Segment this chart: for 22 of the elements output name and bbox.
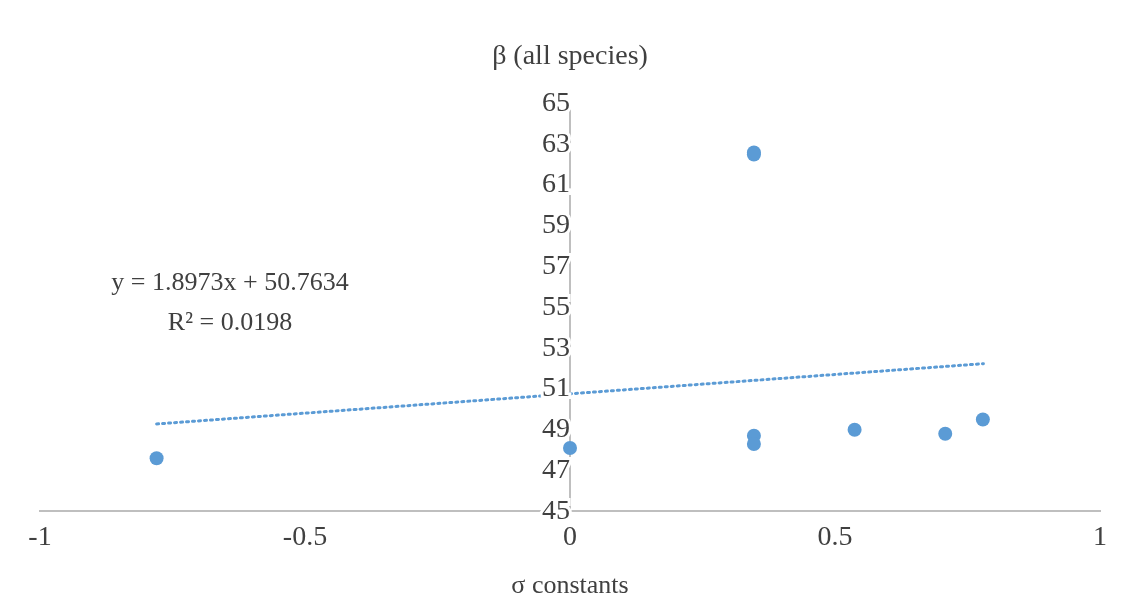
point xyxy=(847,422,862,437)
point xyxy=(975,412,990,427)
y-tick-label: 47 xyxy=(542,452,570,484)
annotation: y = 1.8973x + 50.7634 xyxy=(111,267,349,297)
y-tick-label: 61 xyxy=(542,167,570,199)
point xyxy=(149,451,164,466)
point xyxy=(563,441,577,456)
y-tick-label: 53 xyxy=(542,330,570,362)
point xyxy=(938,426,953,441)
y-tick-label: 57 xyxy=(542,249,570,280)
x-tick-label: 1 xyxy=(1093,520,1107,552)
y-tick-label: 55 xyxy=(542,289,570,321)
y-tick-label: 63 xyxy=(542,126,570,158)
x-tick-label: 0.5 xyxy=(817,520,853,552)
x-tick-label: -0.5 xyxy=(282,520,328,552)
y-tick-label: 65 xyxy=(542,85,570,117)
y-tick-label: 49 xyxy=(542,412,570,444)
chart-title: β (all species) xyxy=(492,39,648,71)
x-axis-title: σ constants xyxy=(511,570,629,600)
x-tick-label: -1 xyxy=(28,520,52,552)
annotation: R² = 0.0198 xyxy=(167,307,293,337)
y-tick-label: 59 xyxy=(542,208,570,240)
